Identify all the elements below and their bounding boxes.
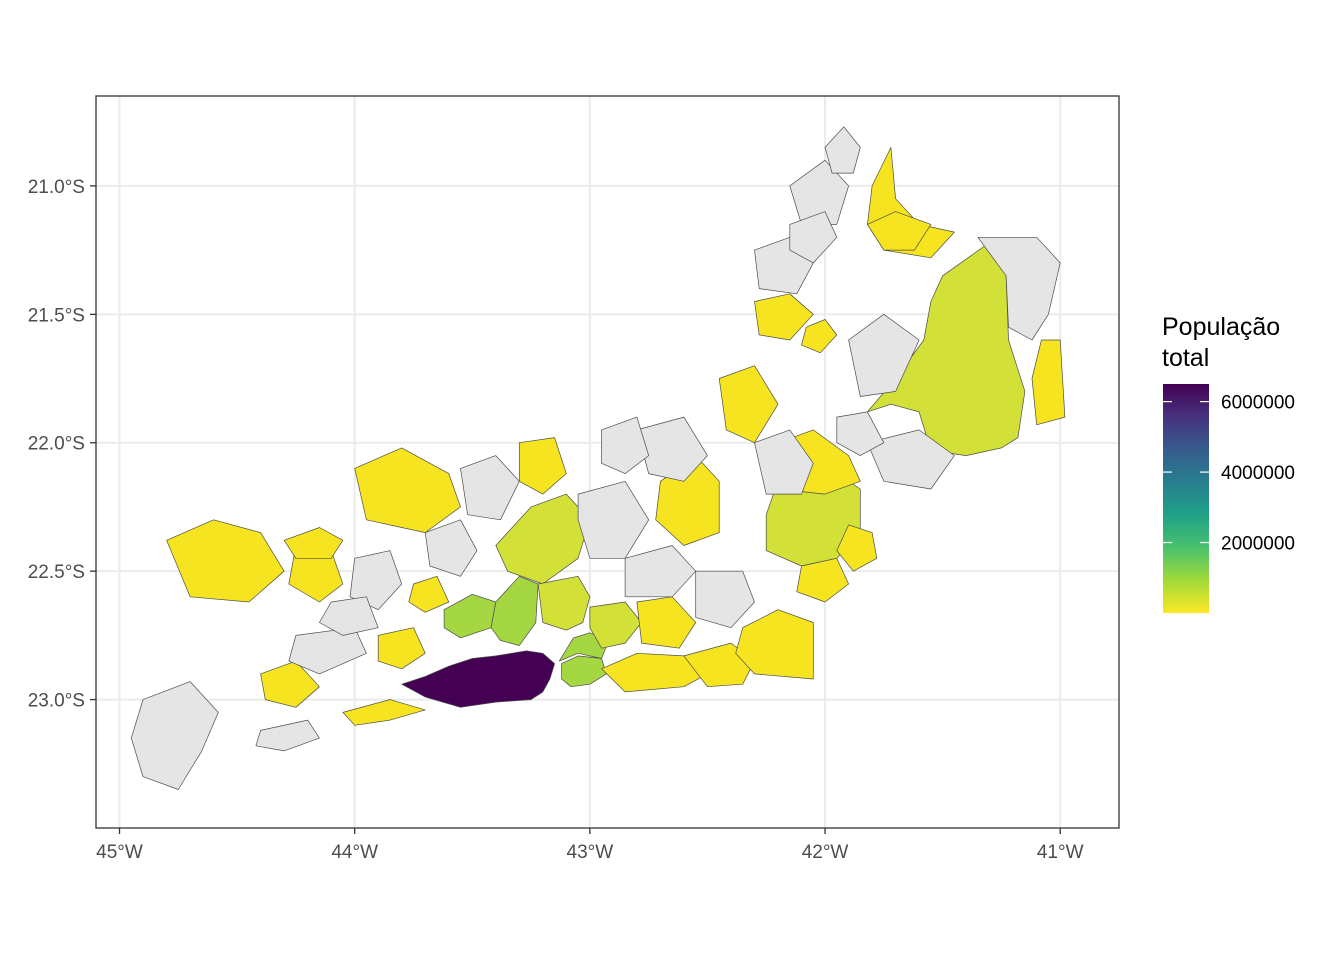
legend-break-label-2: 2000000 [1221, 534, 1295, 555]
legend-breaks: 6000000 4000000 2000000 [1163, 393, 1295, 555]
legend-colorbar [1163, 384, 1209, 613]
legend: População total 6000000 4000000 2000000 [1162, 313, 1295, 613]
region-51 [601, 416, 650, 474]
region-31 [836, 524, 878, 572]
region-18 [166, 519, 285, 603]
x-tick-label-3: 42°W [802, 842, 849, 863]
x-tick-label-0: 45°W [96, 842, 143, 863]
region-50 [836, 411, 885, 456]
region-37 [349, 550, 403, 611]
legend-break-label-1: 4000000 [1221, 463, 1295, 484]
region-4 [490, 575, 539, 646]
x-tick-label-2: 43°W [567, 842, 614, 863]
region-23 [342, 699, 426, 726]
region-45 [848, 313, 920, 397]
region-29 [801, 319, 838, 354]
region-49 [867, 429, 955, 490]
region-21 [260, 660, 320, 708]
plot-border [95, 95, 1120, 829]
region-33 [977, 236, 1061, 341]
y-tick-label-1: 21.5°S [28, 305, 85, 326]
region-38 [424, 519, 478, 577]
y-tick-label-2: 22.0°S [28, 434, 85, 455]
map-regions [130, 126, 1066, 790]
y-tick-label-0: 21.0°S [28, 177, 85, 198]
legend-title-line-2: total [1162, 344, 1209, 372]
x-axis: 45°W 44°W 43°W 42°W 41°W [96, 828, 1084, 863]
region-13 [636, 596, 697, 649]
region-17 [354, 447, 461, 533]
region-39 [319, 596, 379, 636]
x-tick-label-1: 44°W [331, 842, 378, 863]
region-43 [695, 570, 755, 629]
region-42 [636, 416, 708, 482]
region-27 [718, 365, 779, 444]
y-tick-label-4: 23.0°S [28, 691, 85, 712]
region-41 [624, 545, 697, 598]
region-15 [1031, 339, 1066, 426]
region-35 [255, 719, 320, 752]
region-1 [561, 655, 607, 688]
region-32 [796, 557, 849, 603]
region-52 [460, 455, 520, 521]
legend-break-label-0: 6000000 [1221, 393, 1295, 414]
region-9 [589, 601, 642, 649]
region-28 [754, 293, 814, 341]
region-47 [824, 126, 861, 174]
region-34 [130, 681, 219, 790]
x-tick-label-4: 41°W [1037, 842, 1084, 863]
region-44 [754, 429, 814, 495]
region-30 [867, 211, 932, 251]
legend-title-line-1: População [1162, 313, 1280, 341]
region-0 [401, 650, 555, 708]
y-axis: 21.0°S 21.5°S 22.0°S 22.5°S 23.0°S [28, 177, 96, 712]
region-20 [283, 527, 344, 559]
y-tick-label-3: 22.5°S [28, 562, 85, 583]
region-25 [518, 437, 567, 495]
region-24 [408, 575, 450, 613]
region-53 [789, 211, 838, 264]
region-22 [377, 627, 426, 670]
region-8 [537, 575, 591, 631]
region-12 [735, 609, 814, 680]
region-46 [789, 159, 849, 225]
